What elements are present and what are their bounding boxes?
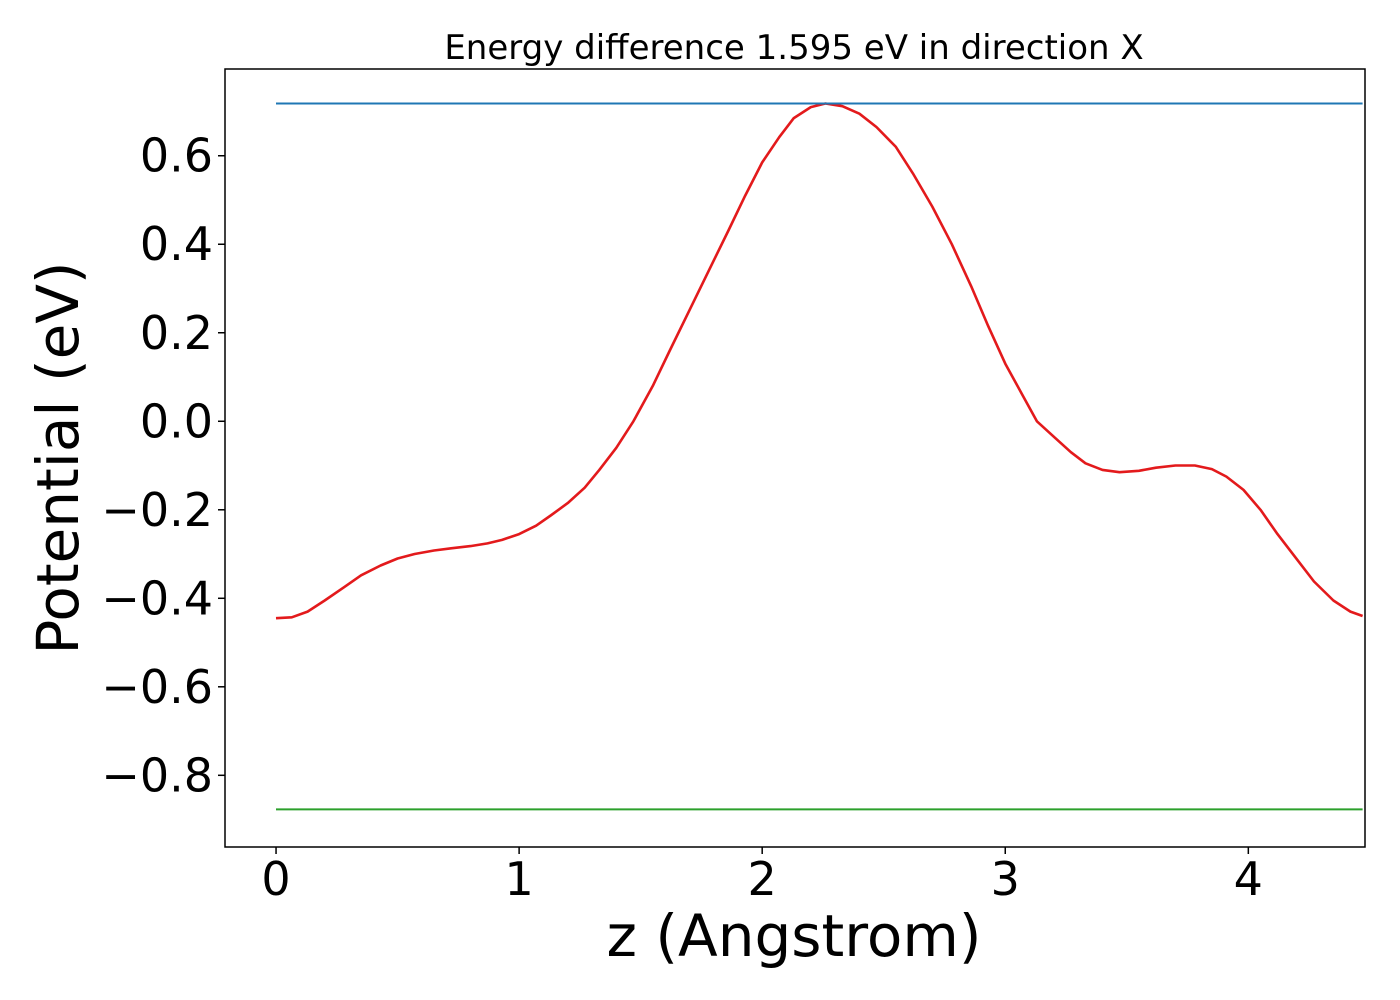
x-tick-label: 0 [261,852,290,906]
chart-title: Energy difference 1.595 eV in direction … [444,28,1143,68]
x-tick-label: 2 [748,852,777,906]
y-tick-label: 0.6 [140,129,213,183]
x-tick-label: 3 [991,852,1020,906]
y-tick-label: 0.2 [140,306,213,360]
y-tick-label: 0.4 [140,217,213,271]
y-tick-label: −0.6 [101,660,213,714]
plot-lines [275,102,1364,811]
y-tick-label: −0.4 [101,571,213,625]
x-tick-label: 1 [504,852,533,906]
x-tick-label: 4 [1234,852,1263,906]
x-axis-label: z (Angstrom) [607,902,982,970]
y-axis-ticks: −0.8 −0.6 −0.4 −0.2 0.0 0.2 0.4 0.6 [101,129,225,802]
x-axis-ticks: 0 1 2 3 4 [261,847,1263,906]
plot-frame [224,68,1366,848]
series-line-potential [275,102,1364,620]
y-tick-label: −0.2 [101,483,213,537]
y-tick-label: 0.0 [140,394,213,448]
y-axis-label: Potential (eV) [24,261,92,654]
y-tick-label: −0.8 [101,748,213,802]
